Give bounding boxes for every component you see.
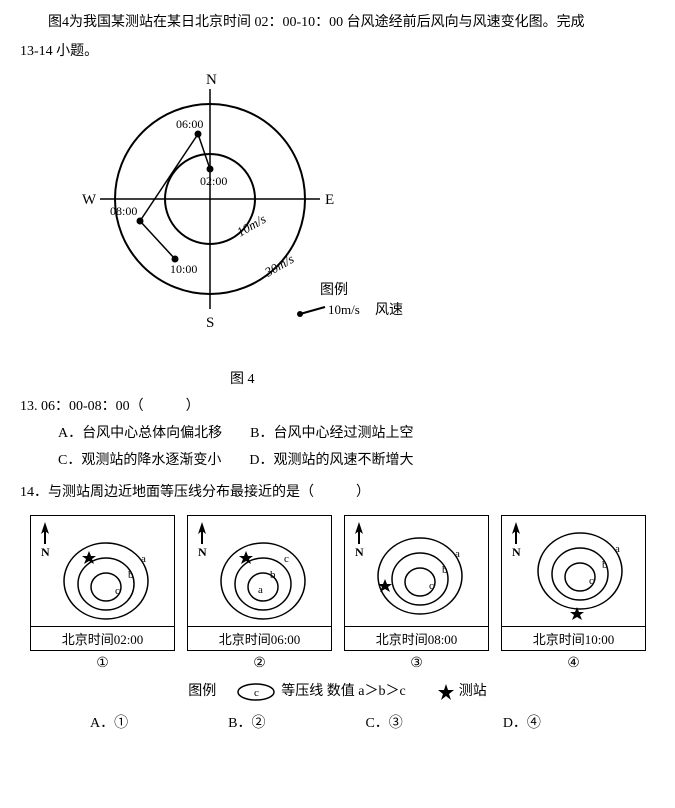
svg-text:b: b (270, 569, 276, 581)
svg-text:08:00: 08:00 (110, 204, 137, 218)
q13-opts-ab: A．台风中心总体向偏北移 B．台风中心经过测站上空 (58, 421, 655, 448)
svg-text:图例: 图例 (320, 282, 348, 298)
q14-opt-a: A．① (90, 712, 128, 732)
svg-text:b: b (128, 569, 134, 581)
panel-number: ④ (501, 655, 646, 672)
svg-text:W: W (82, 192, 97, 208)
legend2-pre: 图例 (188, 684, 216, 699)
svg-text:b: b (442, 564, 448, 576)
q13-opt-a: A．台风中心总体向偏北移 (58, 426, 222, 441)
panel-time: 北京时间08:00 (345, 626, 488, 650)
q13-opt-d: D．观测站的风速不断增大 (249, 453, 413, 468)
svg-text:a: a (615, 543, 620, 555)
q14-panel-1: Nabc 北京时间02:00 ① (30, 515, 175, 672)
svg-text:c: c (589, 575, 594, 587)
svg-text:风速: 风速 (375, 302, 403, 318)
svg-text:a: a (455, 548, 460, 560)
svg-text:c: c (254, 687, 259, 699)
svg-text:N: N (41, 545, 50, 559)
svg-text:c: c (115, 585, 120, 597)
svg-text:a: a (258, 584, 263, 596)
star-icon (437, 683, 455, 701)
legend2-station: 测站 (459, 684, 487, 699)
q14-options: A．① B．② C．③ D．④ (90, 712, 655, 732)
legend2-isobar: 等压线 数值 a＞b＞c (281, 684, 405, 699)
q13-opt-b: B．台风中心经过测站上空 (250, 426, 413, 441)
q13-opt-c: C．观测站的降水逐渐变小 (58, 453, 221, 468)
svg-text:c: c (429, 580, 434, 592)
svg-text:02:00: 02:00 (200, 174, 227, 188)
svg-text:10m/s: 10m/s (328, 302, 360, 317)
figure-4-svg: 10m/s30m/sNSEW02:0006:0008:0010:00图例10m/… (80, 69, 420, 359)
svg-text:c: c (284, 553, 289, 565)
panel-number: ③ (344, 655, 489, 672)
q14-panel-4: Nabc 北京时间10:00 ④ (501, 515, 646, 672)
svg-text:S: S (206, 315, 214, 331)
svg-text:E: E (325, 192, 334, 208)
panel-number: ② (187, 655, 332, 672)
q14-opt-b: B．② (228, 712, 265, 732)
q14-opt-c: C．③ (365, 712, 402, 732)
panel-time: 北京时间10:00 (502, 626, 645, 650)
panel-time: 北京时间02:00 (31, 626, 174, 650)
q14-legend: 图例 c 等压线 数值 a＞b＞c 测站 (20, 680, 655, 702)
panel-number: ① (30, 655, 175, 672)
isobar-icon: c (234, 682, 278, 702)
svg-text:N: N (206, 72, 217, 88)
q14-panel-row: Nabc北京时间02:00①Nabc北京时间06:00②Nabc北京时间08:0… (30, 515, 655, 672)
q14-panel-2: Nabc 北京时间06:00 ② (187, 515, 332, 672)
svg-text:a: a (141, 553, 146, 565)
svg-text:06:00: 06:00 (176, 117, 203, 131)
figure-4: 10m/s30m/sNSEW02:0006:0008:0010:00图例10m/… (80, 69, 655, 388)
svg-text:N: N (512, 545, 521, 559)
svg-text:N: N (355, 545, 364, 559)
q14-opt-d: D．④ (503, 712, 541, 732)
svg-text:10:00: 10:00 (170, 262, 197, 276)
svg-text:N: N (198, 545, 207, 559)
q13-opts-cd: C．观测站的降水逐渐变小 D．观测站的风速不断增大 (58, 448, 655, 475)
svg-text:b: b (602, 559, 608, 571)
q14-panel-3: Nabc 北京时间08:00 ③ (344, 515, 489, 672)
svg-text:30m/s: 30m/s (261, 251, 296, 280)
intro-line2: 13-14 小题。 (20, 39, 655, 64)
panel-time: 北京时间06:00 (188, 626, 331, 650)
figure-4-caption: 图 4 (230, 368, 655, 388)
intro-line1: 图4为我国某测站在某日北京时间 02：00-10：00 台风途经前后风向与风速变… (20, 10, 655, 35)
q13-stem: 13. 06：00-08：00（ ） (20, 394, 655, 421)
q14-stem: 14．与测站周边近地面等压线分布最接近的是（ ） (20, 480, 655, 507)
